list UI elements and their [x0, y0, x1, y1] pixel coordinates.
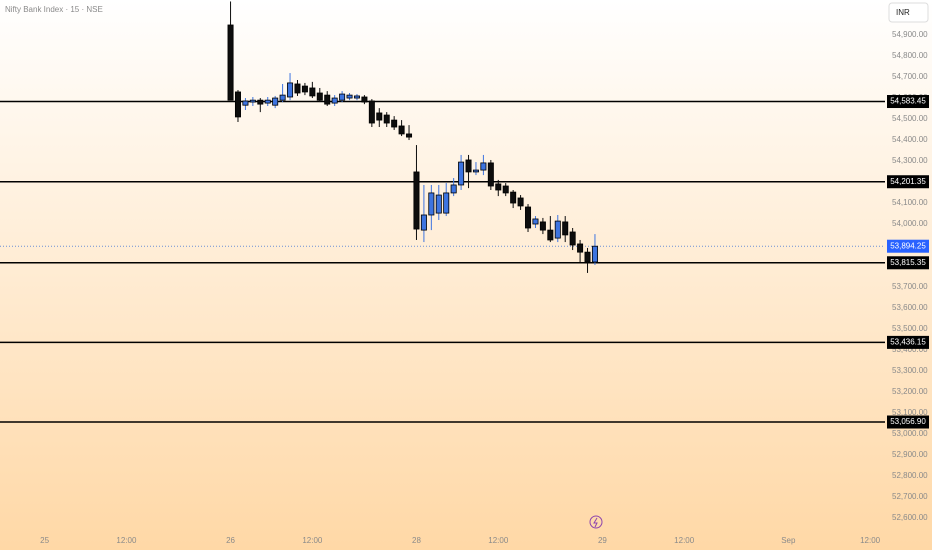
candle-body — [443, 192, 450, 214]
candle-body — [406, 133, 413, 138]
candle-body — [316, 92, 323, 101]
level-label: 53,056.90 — [890, 417, 926, 426]
y-tick-label: 52,600.00 — [892, 513, 928, 522]
level-label: 53,815.35 — [890, 258, 926, 267]
candle-body — [435, 194, 442, 214]
level-label-box — [887, 335, 929, 349]
y-tick-label: 52,700.00 — [892, 492, 928, 501]
candle-body — [257, 99, 264, 105]
y-tick-label: 54,500.00 — [892, 114, 928, 123]
x-tick-label: 12:00 — [860, 536, 881, 545]
level-label-box — [887, 95, 929, 109]
candle-body — [301, 85, 308, 93]
candle-body — [510, 191, 517, 204]
y-tick-label: 54,400.00 — [892, 135, 928, 144]
y-tick-label: 53,000.00 — [892, 429, 928, 438]
candle-body — [532, 218, 539, 225]
y-tick-label: 54,900.00 — [892, 30, 928, 39]
candle-body — [376, 112, 383, 121]
candle-body — [502, 185, 509, 194]
candle-body — [495, 183, 502, 191]
x-tick-label: 12:00 — [302, 536, 323, 545]
candle-body — [264, 99, 271, 104]
candle-body — [234, 91, 241, 118]
candle-body — [383, 114, 390, 124]
candle-body — [465, 159, 472, 173]
candle-body — [368, 100, 375, 124]
y-tick-label: 53,700.00 — [892, 282, 928, 291]
currency[interactable]: INR — [896, 8, 910, 17]
y-tick-label: 53,400.00 — [892, 345, 928, 354]
x-tick-label: 26 — [226, 536, 235, 545]
candle-body — [272, 97, 279, 106]
candle-body — [287, 82, 294, 98]
y-tick-label: 53,100.00 — [892, 408, 928, 417]
candle-body — [517, 197, 524, 207]
y-tick-label: 53,500.00 — [892, 324, 928, 333]
candle-body — [584, 251, 591, 263]
candle-body — [458, 161, 465, 186]
x-tick-label: 29 — [598, 536, 607, 545]
candle-body — [353, 95, 360, 99]
y-tick-label: 54,100.00 — [892, 198, 928, 207]
candle-body — [539, 221, 546, 231]
level-label: 54,583.45 — [890, 97, 926, 106]
y-tick-label: 54,300.00 — [892, 156, 928, 165]
x-tick-label: 12:00 — [116, 536, 137, 545]
candle-body — [428, 192, 435, 216]
candle-body — [547, 229, 554, 241]
level-label: 53,436.15 — [890, 337, 926, 346]
last-price-box — [887, 239, 929, 253]
y-tick-label: 54,800.00 — [892, 51, 928, 60]
candle-body — [450, 184, 457, 194]
y-tick-label: 53,200.00 — [892, 387, 928, 396]
candle-body — [398, 125, 405, 135]
candle-body — [591, 245, 598, 263]
candle-body — [294, 83, 301, 94]
y-tick-label: 53,600.00 — [892, 303, 928, 312]
candle-body — [331, 97, 338, 104]
candle-body — [420, 214, 427, 231]
candle-body — [413, 171, 420, 230]
candle-body — [339, 93, 346, 101]
last-price-label: 53,894.25 — [890, 241, 926, 250]
candle-body — [324, 94, 331, 105]
candle-body — [525, 206, 532, 229]
level-label-box — [887, 256, 929, 270]
candle-body — [279, 94, 286, 101]
x-tick-label: Sep — [781, 536, 796, 545]
x-tick-label: 25 — [40, 536, 49, 545]
y-tick-label: 53,300.00 — [892, 366, 928, 375]
candle-body — [480, 162, 487, 171]
candle-body — [487, 162, 494, 187]
candle-body — [472, 169, 479, 173]
candle-body — [577, 243, 584, 253]
y-tick-label: 54,700.00 — [892, 72, 928, 81]
candle-body — [242, 100, 249, 106]
candle-body — [227, 24, 234, 101]
y-tick-label: 52,900.00 — [892, 450, 928, 459]
candle-body — [391, 119, 398, 128]
x-tick-label: 12:00 — [488, 536, 509, 545]
x-tick-label: 12:00 — [674, 536, 695, 545]
x-tick-label: 28 — [412, 536, 421, 545]
candle-body — [569, 231, 576, 246]
y-tick-label: 54,000.00 — [892, 219, 928, 228]
chart-title: Nifty Bank Index · 15 · NSE — [5, 5, 103, 14]
candle-body — [309, 87, 316, 97]
currency-box[interactable] — [888, 2, 929, 23]
level-label-box — [887, 175, 929, 189]
level-label-box — [887, 415, 929, 429]
flash-icon[interactable] — [589, 515, 603, 529]
candle-body — [554, 220, 561, 239]
candle-body — [562, 221, 569, 236]
candle-body — [249, 99, 256, 103]
candle-body — [361, 96, 368, 103]
candle-body — [346, 94, 353, 99]
y-tick-label: 52,800.00 — [892, 471, 928, 480]
level-label: 54,201.35 — [890, 177, 926, 186]
